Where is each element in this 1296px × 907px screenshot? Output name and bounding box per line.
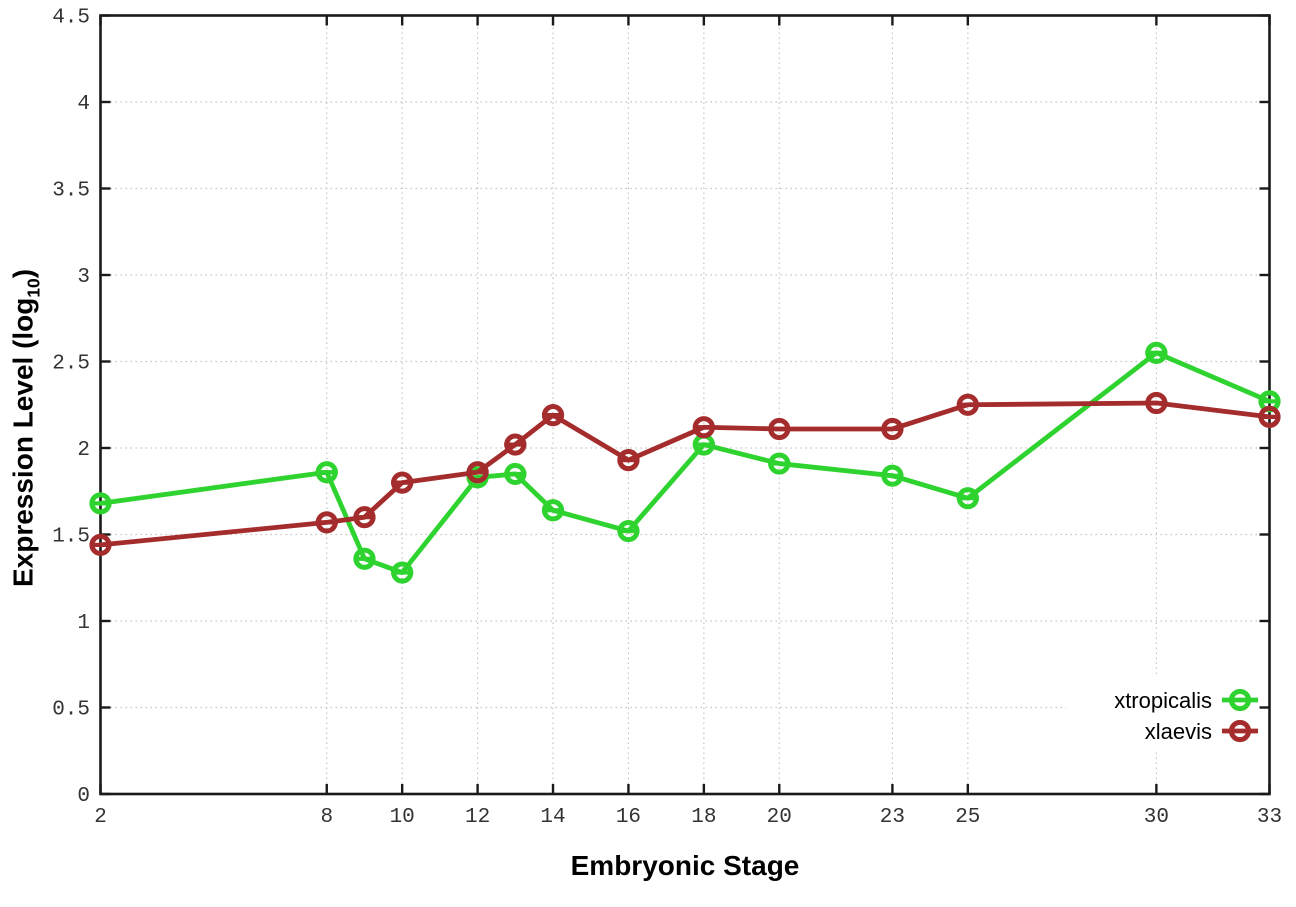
marker-circle-xlaevis [315,511,338,534]
x-tick-label: 2 [94,806,107,829]
marker-circle-xtropicalis [768,452,791,475]
x-axis-label: Embryonic Stage [571,850,800,882]
x-tick-label: 30 [1144,806,1169,829]
marker-circle-xlaevis [89,533,112,556]
marker-circle-xtropicalis [881,464,904,487]
x-tick-label: 12 [465,806,490,829]
y-tick-label: 3 [77,266,90,289]
marker-circle-xlaevis [881,417,904,441]
marker-circle-xtropicalis [956,487,979,510]
y-tick-label: 2.5 [52,353,90,376]
legend-sample-marker-xlaevis [1228,719,1252,743]
marker-circle-xlaevis [541,404,565,427]
tick-marks [99,14,1271,796]
marker-circle-xlaevis [353,506,376,529]
marker-circle-xtropicalis [541,499,565,522]
y-tick-label: 4.5 [52,7,90,30]
y-tick-label: 3.5 [52,180,90,203]
y-tick-label: 0.5 [52,699,90,722]
x-tick-label: 8 [320,806,333,829]
marker-circle-xlaevis [504,433,527,456]
marker-circle-xtropicalis [504,462,527,486]
x-tick-label: 25 [955,806,980,829]
x-tick-label: 18 [691,806,716,829]
x-tick-label: 23 [880,806,905,829]
marker-circle-xtropicalis [89,492,112,515]
y-tick-label: 1 [77,612,90,635]
series-line-xlaevis [98,400,1272,548]
marker-circle-xlaevis [617,449,640,472]
marker-circle-xtropicalis [617,519,640,543]
marker-circle-xtropicalis [391,561,414,584]
y-tick-label: 4 [77,93,90,116]
marker-circle-xlaevis [956,393,979,416]
x-tick-label: 33 [1257,806,1282,829]
legend-label-xtropicalis: xtropicalis [1114,688,1212,713]
marker-circle-xlaevis [1145,391,1168,415]
legend-label-xlaevis: xlaevis [1145,719,1212,744]
series-xlaevis [89,391,1281,556]
marker-circle-xlaevis [1258,405,1281,428]
x-tick-label: 14 [540,806,565,829]
series-line-xtropicalis [98,350,1272,575]
x-tick-label: 20 [767,806,792,829]
legend: xtropicalis xlaevis [1114,688,1258,744]
marker-circle-xlaevis [391,471,414,494]
legend-sample-marker-xtropicalis [1228,688,1252,712]
x-axis-label-text: Embryonic Stage [570,850,800,881]
tick-labels: 2 8 10 12 14 16 18 20 23 25 30 33 0 0.5 1 1.5 2 2.5 3 3.5 4 4… [52,7,1282,830]
x-tick-label: 10 [390,806,415,829]
marker-circle-xlaevis [692,416,715,439]
y-tick-label: 0 [77,785,90,808]
plot-border [99,14,1271,796]
marker-circle-xlaevis [466,461,489,484]
marker-circle-xtropicalis [353,547,376,570]
marker-circle-xlaevis [768,417,791,441]
marker-circle-xtropicalis [1145,341,1168,364]
series-xtropicalis [89,341,1281,584]
x-tick-label: 16 [616,806,641,829]
marker-circle-xtropicalis [315,461,338,484]
y-tick-label: 1.5 [52,526,90,549]
y-tick-label: 2 [77,439,90,462]
